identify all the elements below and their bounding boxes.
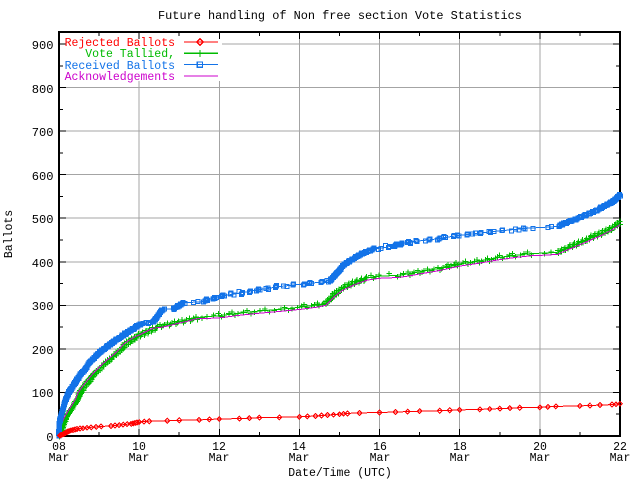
svg-text:300: 300	[32, 300, 54, 314]
svg-text:22: 22	[613, 441, 627, 454]
svg-text:400: 400	[32, 257, 54, 271]
svg-text:08: 08	[52, 441, 66, 454]
svg-text:Mar: Mar	[530, 452, 551, 465]
svg-text:Mar: Mar	[289, 452, 310, 465]
svg-text:Mar: Mar	[370, 452, 391, 465]
svg-text:Date/Time (UTC): Date/Time (UTC)	[288, 467, 392, 480]
svg-text:Mar: Mar	[209, 452, 230, 465]
svg-text:Ballots: Ballots	[3, 210, 16, 258]
svg-text:0: 0	[46, 431, 53, 445]
svg-text:14: 14	[292, 441, 306, 454]
svg-text:Mar: Mar	[49, 452, 70, 465]
svg-text:18: 18	[453, 441, 467, 454]
svg-text:800: 800	[32, 83, 54, 97]
svg-text:Rejected Ballots: Rejected Ballots	[65, 37, 175, 50]
svg-text:900: 900	[32, 39, 54, 53]
svg-text:500: 500	[32, 213, 54, 227]
svg-text:600: 600	[32, 170, 54, 184]
svg-text:200: 200	[32, 344, 54, 358]
svg-text:10: 10	[132, 441, 146, 454]
svg-text:Mar: Mar	[450, 452, 471, 465]
svg-text:Acknowledgements: Acknowledgements	[65, 71, 175, 84]
svg-text:Mar: Mar	[129, 452, 150, 465]
svg-text:16: 16	[373, 441, 387, 454]
svg-text:20: 20	[533, 441, 547, 454]
svg-text:Vote Tallied,: Vote Tallied,	[85, 48, 175, 61]
svg-text:Received Ballots: Received Ballots	[65, 60, 175, 73]
svg-text:12: 12	[212, 441, 226, 454]
svg-text:Future handling of Non free se: Future handling of Non free section Vote…	[158, 9, 522, 23]
svg-text:100: 100	[32, 387, 54, 401]
svg-text:700: 700	[32, 126, 54, 140]
svg-text:Mar: Mar	[610, 452, 631, 465]
